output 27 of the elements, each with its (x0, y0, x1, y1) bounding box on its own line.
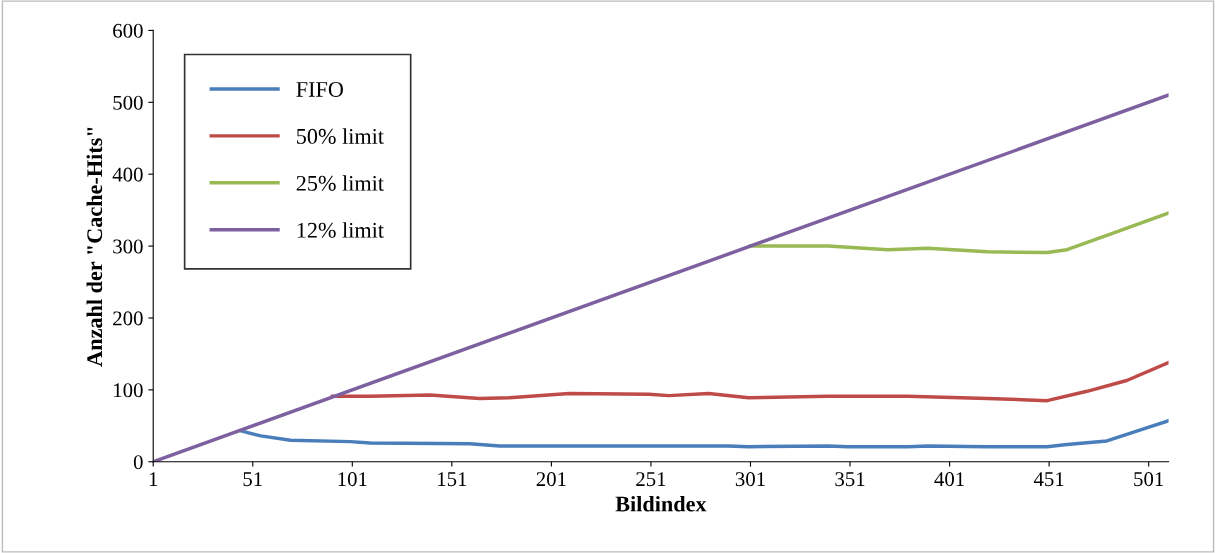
y-tick-label: 100 (114, 383, 143, 398)
x-tick-label: 451 (1033, 472, 1064, 487)
line-series (748, 211, 1169, 255)
x-tick-label: 101 (338, 472, 367, 487)
x-axis-title: Bildindex (615, 495, 707, 512)
x-tick-label: 251 (636, 472, 666, 487)
x-tick-label: 201 (536, 472, 566, 487)
x-tick-label: 401 (934, 472, 964, 487)
y-tick-label: 0 (133, 455, 143, 470)
legend-label: 50% limit (297, 128, 384, 144)
x-tick-label: 501 (1134, 472, 1164, 487)
y-tick-label: 600 (113, 23, 143, 38)
x-tick-label: 351 (835, 472, 865, 487)
y-tick-label: 200 (113, 311, 143, 326)
x-tick-label: 151 (438, 472, 467, 487)
y-tick-label: 400 (112, 167, 143, 182)
x-tick-label: 301 (735, 472, 765, 487)
y-tick-label: 300 (113, 239, 143, 254)
legend-label: FIFO (296, 81, 343, 97)
y-tick-label: 500 (113, 95, 143, 110)
x-tick-label: 51 (243, 472, 262, 487)
legend-label: 25% limit (296, 175, 384, 191)
line-series (239, 419, 1169, 449)
x-tick-label: 1 (149, 472, 158, 486)
line-series (330, 360, 1169, 403)
legend-label: 12% limit (297, 222, 384, 238)
y-axis-title: Anzahl der "Cache-Hits" (86, 127, 103, 367)
